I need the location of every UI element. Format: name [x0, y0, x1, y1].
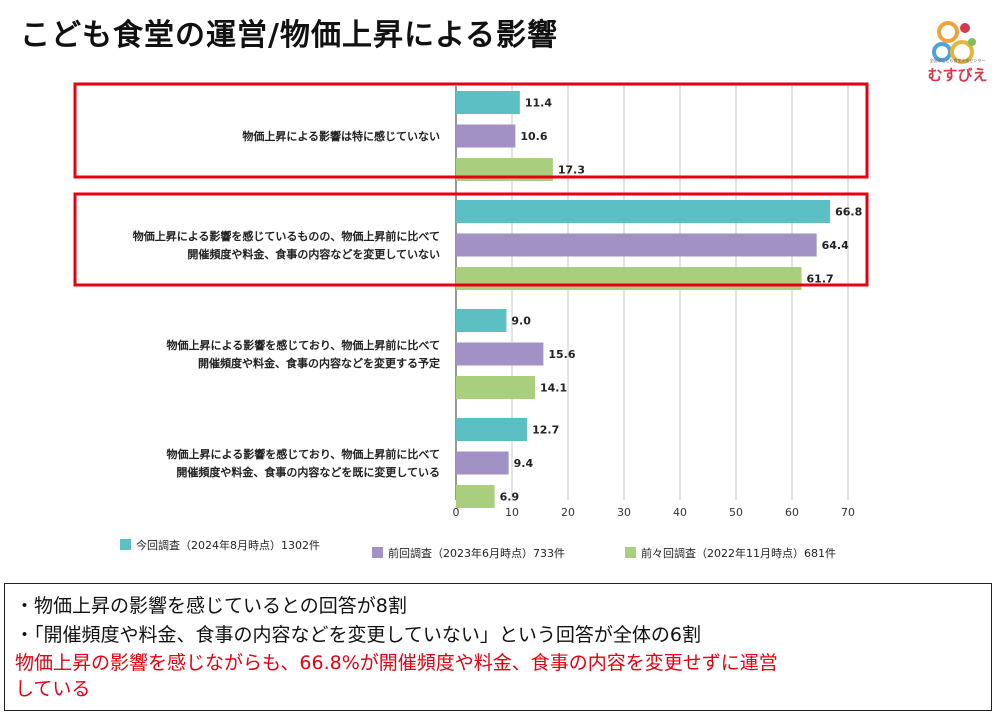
bar [456, 342, 544, 366]
legend-swatch [625, 547, 636, 558]
data-label: 9.4 [514, 457, 534, 470]
legend-swatch [372, 547, 383, 558]
x-tick-label: 20 [561, 506, 575, 519]
page-title: こども食堂の運営/物価上昇による影響 [20, 18, 559, 53]
data-label: 9.0 [511, 315, 531, 328]
bar [456, 200, 831, 223]
logo-icon [932, 21, 976, 64]
summary-conclusion: している [15, 678, 91, 700]
data-label: 6.9 [500, 491, 520, 504]
category-label: 開催頻度や料金、食事の内容などを変更していない [187, 247, 440, 261]
summary-line: ・物価上昇の影響を感じているとの回答が8割 [15, 595, 407, 617]
bar [456, 376, 535, 399]
bar [456, 233, 817, 257]
category-label: 物価上昇による影響を感じており、物価上昇前に比べて [167, 447, 440, 461]
legend-label: 前々回調査（2022年11月時点）681件 [641, 546, 836, 560]
x-tick-label: 30 [617, 506, 631, 519]
x-tick-label: 40 [673, 506, 687, 519]
legend-label: 今回調査（2024年8月時点）1302件 [136, 538, 320, 552]
data-label: 17.3 [558, 164, 585, 177]
bar [456, 451, 509, 475]
bar [456, 91, 520, 114]
x-tick-label: 60 [785, 506, 799, 519]
bar-chart: 0 10 20 30 40 50 60 70 11.4 66.8 9.0 12.7 10.6 64.4 15… [73, 82, 869, 560]
data-label: 12.7 [532, 424, 559, 437]
data-label: 10.6 [520, 130, 547, 143]
bar [456, 485, 495, 508]
category-label: 開催頻度や料金、食事の内容などを変更する予定 [198, 356, 440, 370]
category-label: 物価上昇による影響を感じており、物価上昇前に比べて [167, 338, 440, 352]
data-label: 64.4 [822, 239, 849, 252]
category-label: 物価上昇による影響を感じているものの、物価上昇前に比べて [133, 229, 440, 243]
bar [456, 124, 516, 148]
summary-conclusion: 物価上昇の影響を感じながらも、66.8%が開催頻度や料金、食事の内容を変更せずに… [15, 652, 778, 674]
x-tick-label: 0 [453, 506, 460, 519]
data-label: 66.8 [835, 206, 862, 219]
summary-box: ・物価上昇の影響を感じているとの回答が8割 ・「開催頻度や料金、食事の内容などを… [4, 583, 992, 711]
category-label: 物価上昇による影響は特に感じていない [242, 129, 440, 143]
x-tick-label: 10 [505, 506, 519, 519]
data-label: 15.6 [548, 348, 575, 361]
data-label: 61.7 [807, 273, 834, 286]
logo-name: むすびえ [927, 66, 988, 84]
bar [456, 158, 553, 181]
legend-label: 前回調査（2023年6月時点）733件 [388, 546, 565, 560]
x-tick-label: 50 [729, 506, 743, 519]
legend-swatch [120, 539, 131, 550]
x-tick-label: 70 [841, 506, 855, 519]
bar [456, 418, 528, 441]
highlight-box [73, 192, 869, 287]
data-label: 11.4 [525, 97, 552, 110]
bar [456, 309, 507, 332]
bar [456, 267, 802, 290]
summary-line: ・「開催頻度や料金、食事の内容などを変更していない」という回答が全体の6割 [15, 624, 702, 646]
highlight-box [73, 82, 869, 179]
logo-tagline: 全国のこども食堂支援センター [929, 58, 986, 63]
category-label: 開催頻度や料金、食事の内容などを既に変更している [176, 465, 440, 479]
data-label: 14.1 [540, 382, 567, 395]
